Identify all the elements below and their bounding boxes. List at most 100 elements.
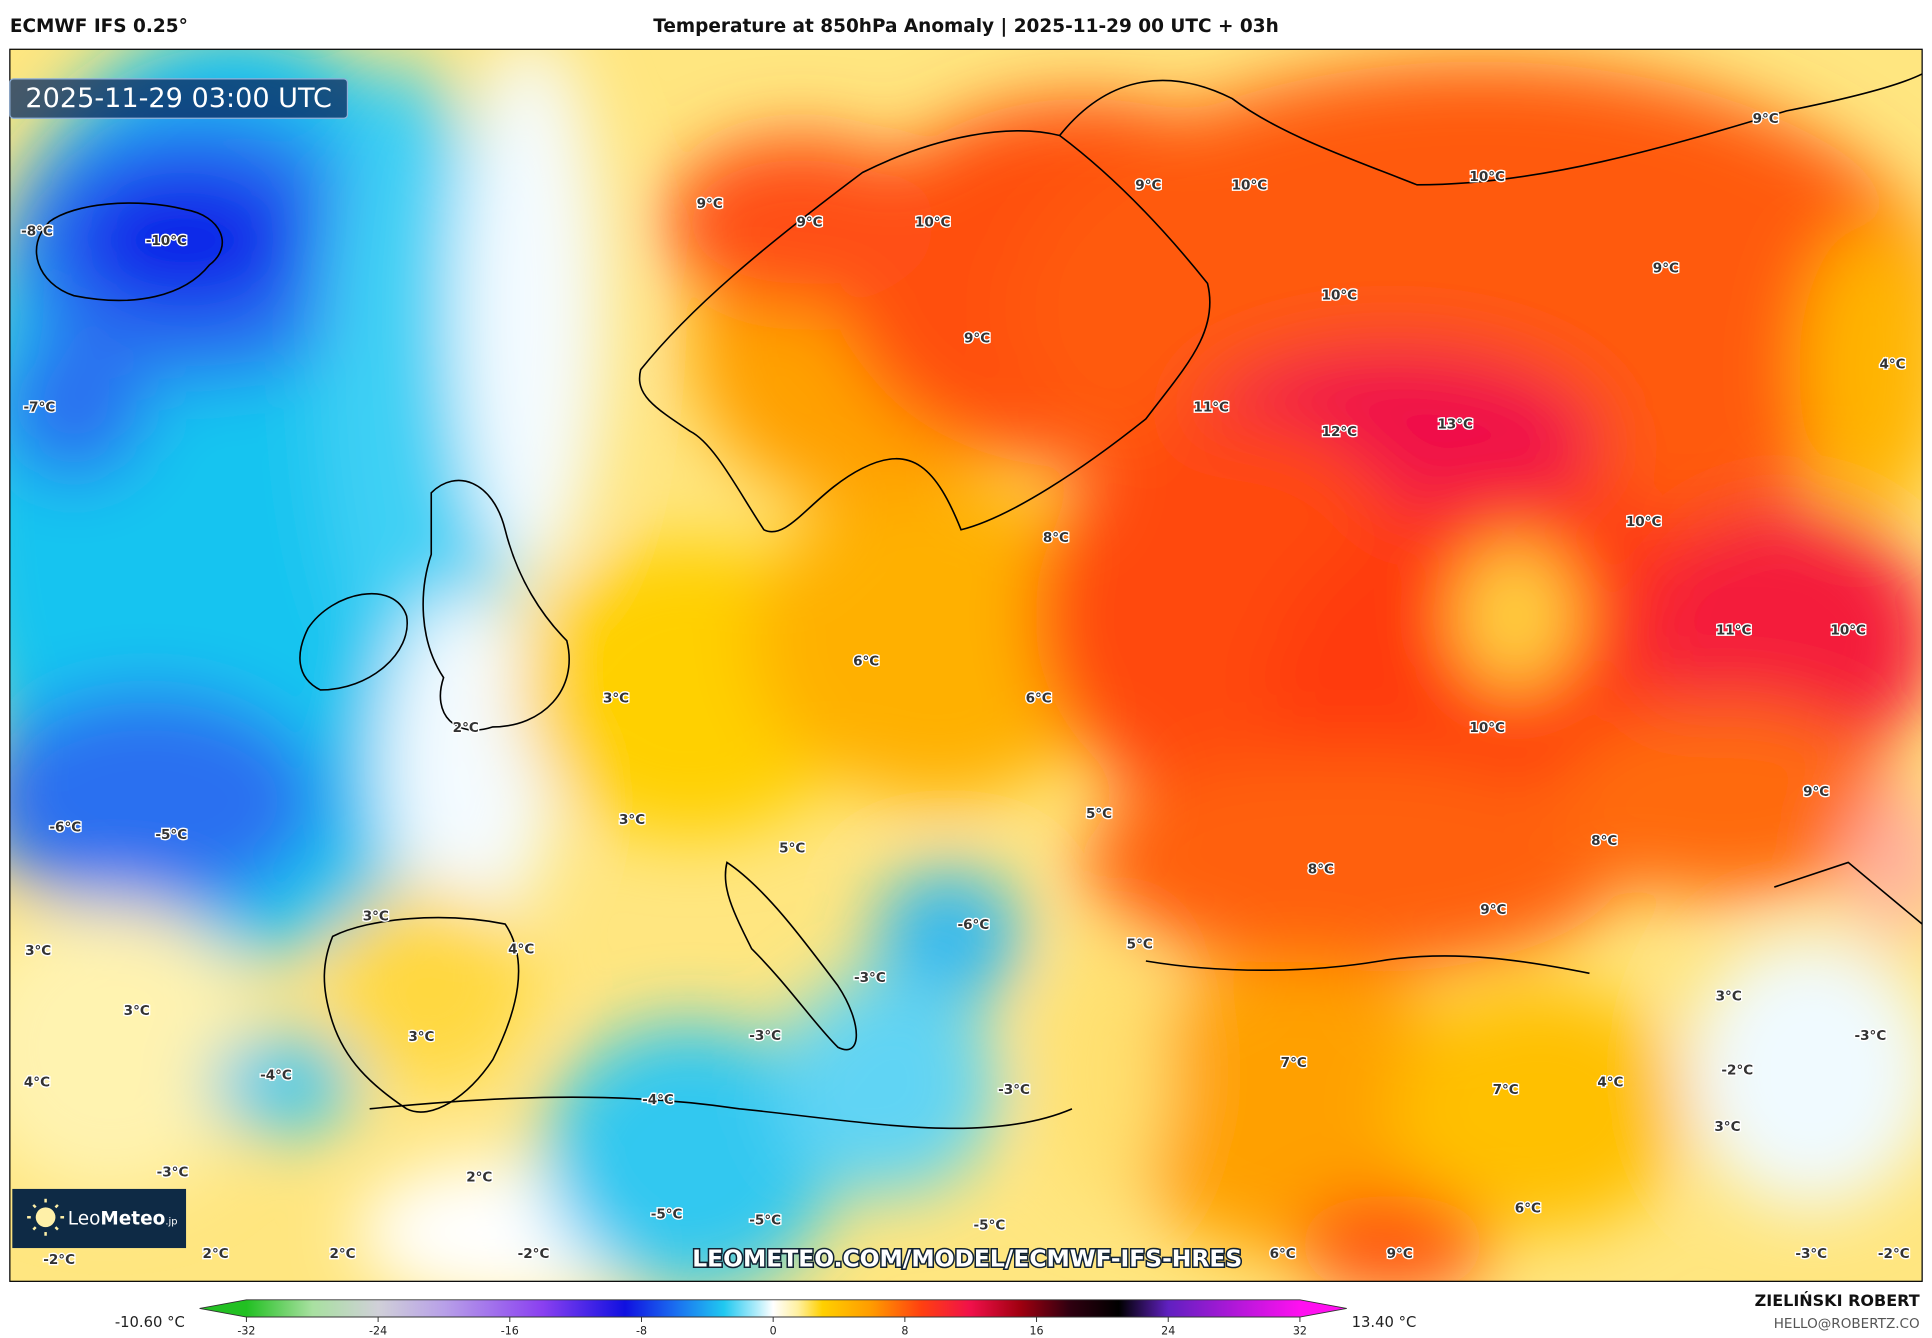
anomaly-region: [320, 61, 493, 678]
temperature-label: 8°C: [1308, 862, 1334, 878]
temperature-label: -2°C: [1721, 1062, 1753, 1078]
temperature-label: 5°C: [1086, 806, 1112, 822]
temperature-label: 2°C: [453, 720, 479, 736]
chart-title: Temperature at 850hPa Anomaly | 2025-11-…: [653, 16, 1278, 37]
map-frame: [9, 48, 1923, 1282]
anomaly-region: [9, 689, 321, 912]
temperature-label: 11°C: [1193, 400, 1229, 416]
temperature-label: -5°C: [749, 1213, 781, 1229]
leometeo-logo[interactable]: LeoMeteo.jp: [12, 1188, 187, 1249]
temperature-label: 3°C: [619, 812, 645, 828]
sun-icon: [27, 1198, 65, 1236]
temperature-label: 10°C: [1469, 169, 1505, 185]
colorbar-tick-label: -24: [369, 1324, 387, 1337]
temperature-label: 10°C: [1626, 514, 1662, 530]
anomaly-region: [9, 899, 259, 1196]
watermark: LEOMETEO.COM/MODEL/ECMWF-IFS-HRES: [692, 1245, 1242, 1273]
temperature-label: 11°C: [1716, 623, 1752, 639]
colorbar-max-label: 13.40 °C: [1352, 1314, 1417, 1331]
colorbar-tick-label: 16: [1029, 1324, 1043, 1337]
temperature-label: 10°C: [915, 215, 951, 231]
temperature-label: 4°C: [1597, 1075, 1623, 1091]
colorbar-gradient: [199, 1299, 1347, 1318]
temperature-label: 2°C: [329, 1246, 355, 1262]
temperature-label: -2°C: [1878, 1246, 1910, 1262]
colorbar-tick-label: 0: [770, 1324, 777, 1337]
author-email[interactable]: HELLO@ROBERTZ.CO: [1774, 1316, 1920, 1332]
anomaly-region: [874, 868, 1023, 1005]
temperature-label: -5°C: [651, 1206, 683, 1222]
temperature-label: 4°C: [508, 942, 534, 958]
temperature-label: 3°C: [408, 1029, 434, 1045]
temperature-label: 13°C: [1437, 417, 1473, 433]
anomaly-region: [1293, 1195, 1491, 1282]
temperature-label: 9°C: [1135, 178, 1161, 194]
anomaly-region: [73, 172, 296, 309]
temperature-label: 3°C: [603, 690, 629, 706]
temperature-label: 3°C: [1716, 988, 1742, 1004]
anomaly-region: [1453, 542, 1578, 690]
anomaly-field: [9, 49, 1923, 1282]
anomaly-region: [1108, 960, 1479, 1257]
anomaly-region: [1084, 751, 1627, 974]
temperature-label: 12°C: [1322, 424, 1358, 440]
temperature-label: 3°C: [124, 1003, 150, 1019]
temperature-label: 2°C: [466, 1170, 492, 1186]
temperature-label: -3°C: [854, 970, 886, 986]
temperature-label: -4°C: [260, 1067, 292, 1083]
valid-time-box: 2025-11-29 03:00 UTC: [9, 78, 349, 119]
anomaly-region: [9, 332, 148, 481]
temperature-label: 10°C: [1830, 623, 1866, 639]
temperature-label: 2°C: [203, 1246, 229, 1262]
temperature-label: -3°C: [749, 1028, 781, 1044]
temperature-label: -4°C: [642, 1092, 674, 1108]
anomaly-region: [751, 480, 1122, 801]
temperature-label: 6°C: [853, 653, 879, 669]
temperature-label: 3°C: [363, 908, 389, 924]
temperature-label: -2°C: [518, 1246, 550, 1262]
anomaly-region: [1798, 221, 1923, 518]
temperature-label: 6°C: [1270, 1246, 1296, 1262]
temperature-label: 9°C: [964, 331, 990, 347]
temperature-label: 5°C: [779, 841, 805, 857]
temperature-label: 4°C: [24, 1075, 50, 1091]
temperature-label: -2°C: [43, 1252, 75, 1268]
valid-time: 2025-11-29 03:00 UTC: [25, 83, 331, 114]
anomaly-region: [1848, 788, 1923, 937]
temperature-label: 6°C: [1515, 1200, 1541, 1216]
temperature-label: -7°C: [24, 400, 56, 416]
temperature-label: 3°C: [25, 943, 51, 959]
temperature-label: 9°C: [1753, 111, 1779, 127]
temperature-label: -3°C: [157, 1165, 189, 1181]
temperature-labels: 9°C 9°C 10°C 9°C 10°C 10°C 9°C -10°C -8°C 9°C 10°C…: [20, 110, 1911, 1270]
anomaly-region: [665, 135, 937, 309]
colorbar-tick-label: -16: [501, 1324, 519, 1337]
temperature-label: 6°C: [1026, 690, 1052, 706]
colorbar-tick-label: 24: [1161, 1324, 1175, 1337]
anomaly-region: [332, 887, 530, 1085]
anomaly-region: [1688, 936, 1923, 1208]
anomaly-region: [455, 49, 604, 579]
temperature-label: 10°C: [1322, 287, 1358, 303]
temperature-label: 8°C: [1591, 833, 1617, 849]
temperature-label: 8°C: [1043, 530, 1069, 546]
colorbar-tick-label: -32: [237, 1324, 255, 1337]
temperature-label: -8°C: [21, 223, 53, 239]
colorbar-tick-label: 32: [1293, 1324, 1307, 1337]
anomaly-region: [1047, 936, 1171, 1208]
temperature-label: 9°C: [697, 196, 723, 212]
anomaly-region: [1552, 702, 1898, 900]
temperature-label: -5°C: [974, 1218, 1006, 1234]
temperature-label: -6°C: [49, 820, 81, 836]
colorbar-tick-label: -8: [636, 1324, 647, 1337]
temperature-label: 7°C: [1281, 1055, 1307, 1071]
temperature-label: -5°C: [155, 827, 187, 843]
anomaly-region: [776, 973, 999, 1196]
temperature-label: 9°C: [1480, 902, 1506, 918]
colorbar: -10.60 °C -32 -24 -16 -8 0 8 16 24 32 13.40 °C: [115, 1299, 1417, 1337]
temperature-label: -10°C: [146, 233, 187, 249]
temperature-label: 9°C: [796, 215, 822, 231]
author-name: ZIELIŃSKI ROBERT: [1755, 1291, 1920, 1310]
temperature-label: 9°C: [1653, 260, 1679, 276]
